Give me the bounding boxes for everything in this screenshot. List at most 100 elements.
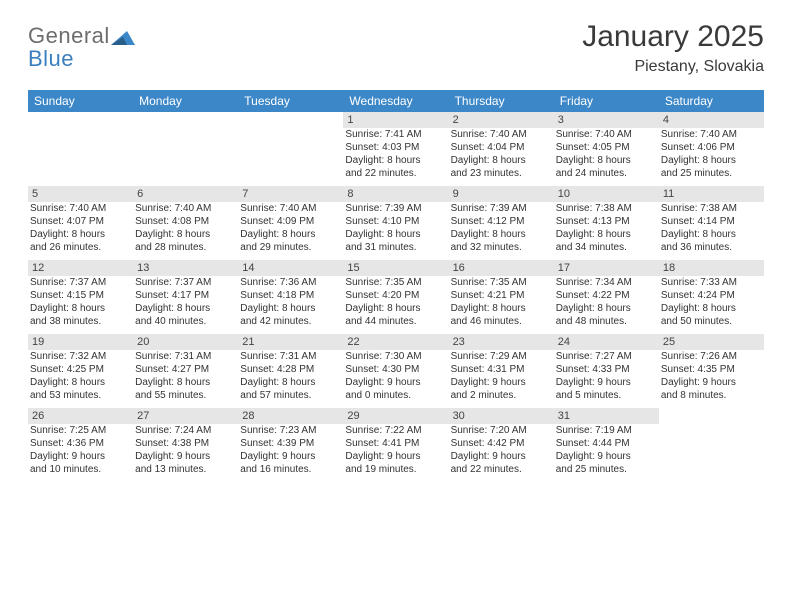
day-number: 22 (343, 334, 448, 350)
day-cell: Sunrise: 7:25 AMSunset: 4:36 PMDaylight:… (28, 424, 133, 482)
day-cell: Sunrise: 7:24 AMSunset: 4:38 PMDaylight:… (133, 424, 238, 482)
day-cell: Sunrise: 7:41 AMSunset: 4:03 PMDaylight:… (343, 128, 448, 186)
weekday-header: Friday (554, 90, 659, 112)
day-info-line: Sunset: 4:31 PM (451, 364, 525, 375)
day-info-line: Daylight: 8 hours (30, 377, 105, 388)
day-info-line: and 53 minutes. (30, 390, 101, 401)
daynum-row: 19202122232425 (28, 334, 764, 350)
day-number: 24 (554, 334, 659, 350)
day-info-line: Sunset: 4:03 PM (345, 142, 419, 153)
day-info-line: and 25 minutes. (556, 464, 627, 475)
day-number: 13 (133, 260, 238, 276)
day-info-line: and 13 minutes. (135, 464, 206, 475)
day-cell-content: Sunrise: 7:40 AMSunset: 4:05 PMDaylight:… (554, 128, 659, 184)
logo-word-2: Blue (28, 46, 74, 71)
day-info-line: Sunset: 4:13 PM (556, 216, 630, 227)
page-title: January 2025 (582, 20, 764, 54)
day-info-line: and 22 minutes. (451, 464, 522, 475)
day-info-line: Sunset: 4:05 PM (556, 142, 630, 153)
weekday-header: Tuesday (238, 90, 343, 112)
weekday-header: Wednesday (343, 90, 448, 112)
day-info-line: Sunset: 4:24 PM (661, 290, 735, 301)
day-info-line: Daylight: 9 hours (240, 451, 315, 462)
week-row: Sunrise: 7:41 AM Sunset: 4:03 PM Daylight:… (28, 128, 764, 186)
day-info-line: Sunset: 4:06 PM (661, 142, 735, 153)
day-info-line: Daylight: 8 hours (135, 229, 210, 240)
day-cell-content: Sunrise: 7:19 AMSunset: 4:44 PMDaylight:… (554, 424, 659, 480)
day-info-line: Daylight: 9 hours (135, 451, 210, 462)
day-number: 31 (554, 408, 659, 424)
day-info-line: and 46 minutes. (451, 316, 522, 327)
day-cell: Sunrise: 7:40 AMSunset: 4:04 PMDaylight:… (449, 128, 554, 186)
day-number: 4 (659, 112, 764, 128)
day-cell: Sunrise: 7:26 AMSunset: 4:35 PMDaylight:… (659, 350, 764, 408)
day-info-line: Sunset: 4:39 PM (240, 438, 314, 449)
day-info-line: Sunset: 4:21 PM (451, 290, 525, 301)
week-row: Sunrise: 7:40 AMSunset: 4:07 PMDaylight:… (28, 202, 764, 260)
logo-word-1: General (28, 23, 110, 48)
day-info-line: Sunset: 4:27 PM (135, 364, 209, 375)
day-info-line: and 55 minutes. (135, 390, 206, 401)
day-info-line: and 31 minutes. (345, 242, 416, 253)
day-info-line: Sunset: 4:38 PM (135, 438, 209, 449)
day-info-line: Sunrise: 7:35 AM (345, 277, 421, 288)
day-cell-content: Sunrise: 7:33 AMSunset: 4:24 PMDaylight:… (659, 276, 764, 332)
day-number (659, 408, 764, 424)
day-info-line: Daylight: 8 hours (556, 155, 631, 166)
day-info-line: Sunset: 4:30 PM (345, 364, 419, 375)
day-info-line: Sunrise: 7:41 AM (345, 129, 421, 140)
day-info-line: Sunset: 4:08 PM (135, 216, 209, 227)
day-cell: Sunrise: 7:40 AM Sunset: 4:08 PM Daylight:… (133, 202, 238, 260)
day-info-line: Daylight: 8 hours (240, 229, 315, 240)
day-info-line: Sunrise: 7:40 AM (135, 203, 211, 214)
day-info-line: Sunrise: 7:39 AM (345, 203, 421, 214)
day-cell: Sunrise: 7:33 AMSunset: 4:24 PMDaylight:… (659, 276, 764, 334)
day-cell-content (28, 128, 133, 132)
day-cell: Sunrise: 7:35 AMSunset: 4:20 PMDaylight:… (343, 276, 448, 334)
day-info-line: Sunrise: 7:31 AM (135, 351, 211, 362)
day-number: 30 (449, 408, 554, 424)
day-info-line: Daylight: 8 hours (240, 377, 315, 388)
day-info-line: Sunset: 4:04 PM (451, 142, 525, 153)
day-info-line: Daylight: 8 hours (30, 303, 105, 314)
daynum-row: 12131415161718 (28, 260, 764, 276)
day-cell: Sunrise: 7:34 AMSunset: 4:22 PMDaylight:… (554, 276, 659, 334)
day-cell: Sunrise: 7:27 AMSunset: 4:33 PMDaylight:… (554, 350, 659, 408)
day-number: 23 (449, 334, 554, 350)
day-number: 2 (449, 112, 554, 128)
day-info-line: and 8 minutes. (661, 390, 727, 401)
day-cell-content: Sunrise: 7:20 AMSunset: 4:42 PMDaylight:… (449, 424, 554, 480)
day-cell-content: Sunrise: 7:39 AMSunset: 4:10 PMDaylight:… (343, 202, 448, 258)
day-cell-content: Sunrise: 7:26 AMSunset: 4:35 PMDaylight:… (659, 350, 764, 406)
day-info-line: Sunset: 4:18 PM (240, 290, 314, 301)
day-cell-content: Sunrise: 7:40 AMSunset: 4:09 PMDaylight:… (238, 202, 343, 258)
day-cell: Sunrise: 7:37 AMSunset: 4:15 PMDaylight:… (28, 276, 133, 334)
day-cell-content: Sunrise: 7:24 AMSunset: 4:38 PMDaylight:… (133, 424, 238, 480)
day-info-line: Daylight: 8 hours (661, 303, 736, 314)
day-cell: Sunrise: 7:40 AMSunset: 4:07 PMDaylight:… (28, 202, 133, 260)
day-info-line: Sunrise: 7:39 AM (451, 203, 527, 214)
day-cell: Sunrise: 7:40 AMSunset: 4:09 PMDaylight:… (238, 202, 343, 260)
day-info-line: and 42 minutes. (240, 316, 311, 327)
day-info-line: Sunrise: 7:38 AM (556, 203, 632, 214)
day-cell: Sunrise: 7:39 AMSunset: 4:12 PMDaylight:… (449, 202, 554, 260)
day-info-line: Sunset: 4:12 PM (451, 216, 525, 227)
week-row: Sunrise: 7:32 AMSunset: 4:25 PMDaylight:… (28, 350, 764, 408)
logo: General Blue (28, 26, 137, 72)
day-number: 29 (343, 408, 448, 424)
day-info-line: and 2 minutes. (451, 390, 517, 401)
day-info-line: Sunset: 4:44 PM (556, 438, 630, 449)
day-number: 26 (28, 408, 133, 424)
day-cell-content: Sunrise: 7:22 AMSunset: 4:41 PMDaylight:… (343, 424, 448, 480)
day-info-line: and 24 minutes. (556, 168, 627, 179)
day-cell: Sunrise: 7:29 AMSunset: 4:31 PMDaylight:… (449, 350, 554, 408)
day-cell (659, 424, 764, 482)
day-cell: Sunrise: 7:20 AMSunset: 4:42 PMDaylight:… (449, 424, 554, 482)
day-cell-content: Sunrise: 7:40 AM Sunset: 4:08 PM Daylight:… (133, 202, 238, 258)
day-info-line: Sunset: 4:14 PM (661, 216, 735, 227)
day-info-line: Daylight: 9 hours (30, 451, 105, 462)
day-info-line: and 44 minutes. (345, 316, 416, 327)
day-info-line: Sunset: 4:20 PM (345, 290, 419, 301)
day-number: 1 (343, 112, 448, 128)
day-info-line: Sunset: 4:41 PM (345, 438, 419, 449)
